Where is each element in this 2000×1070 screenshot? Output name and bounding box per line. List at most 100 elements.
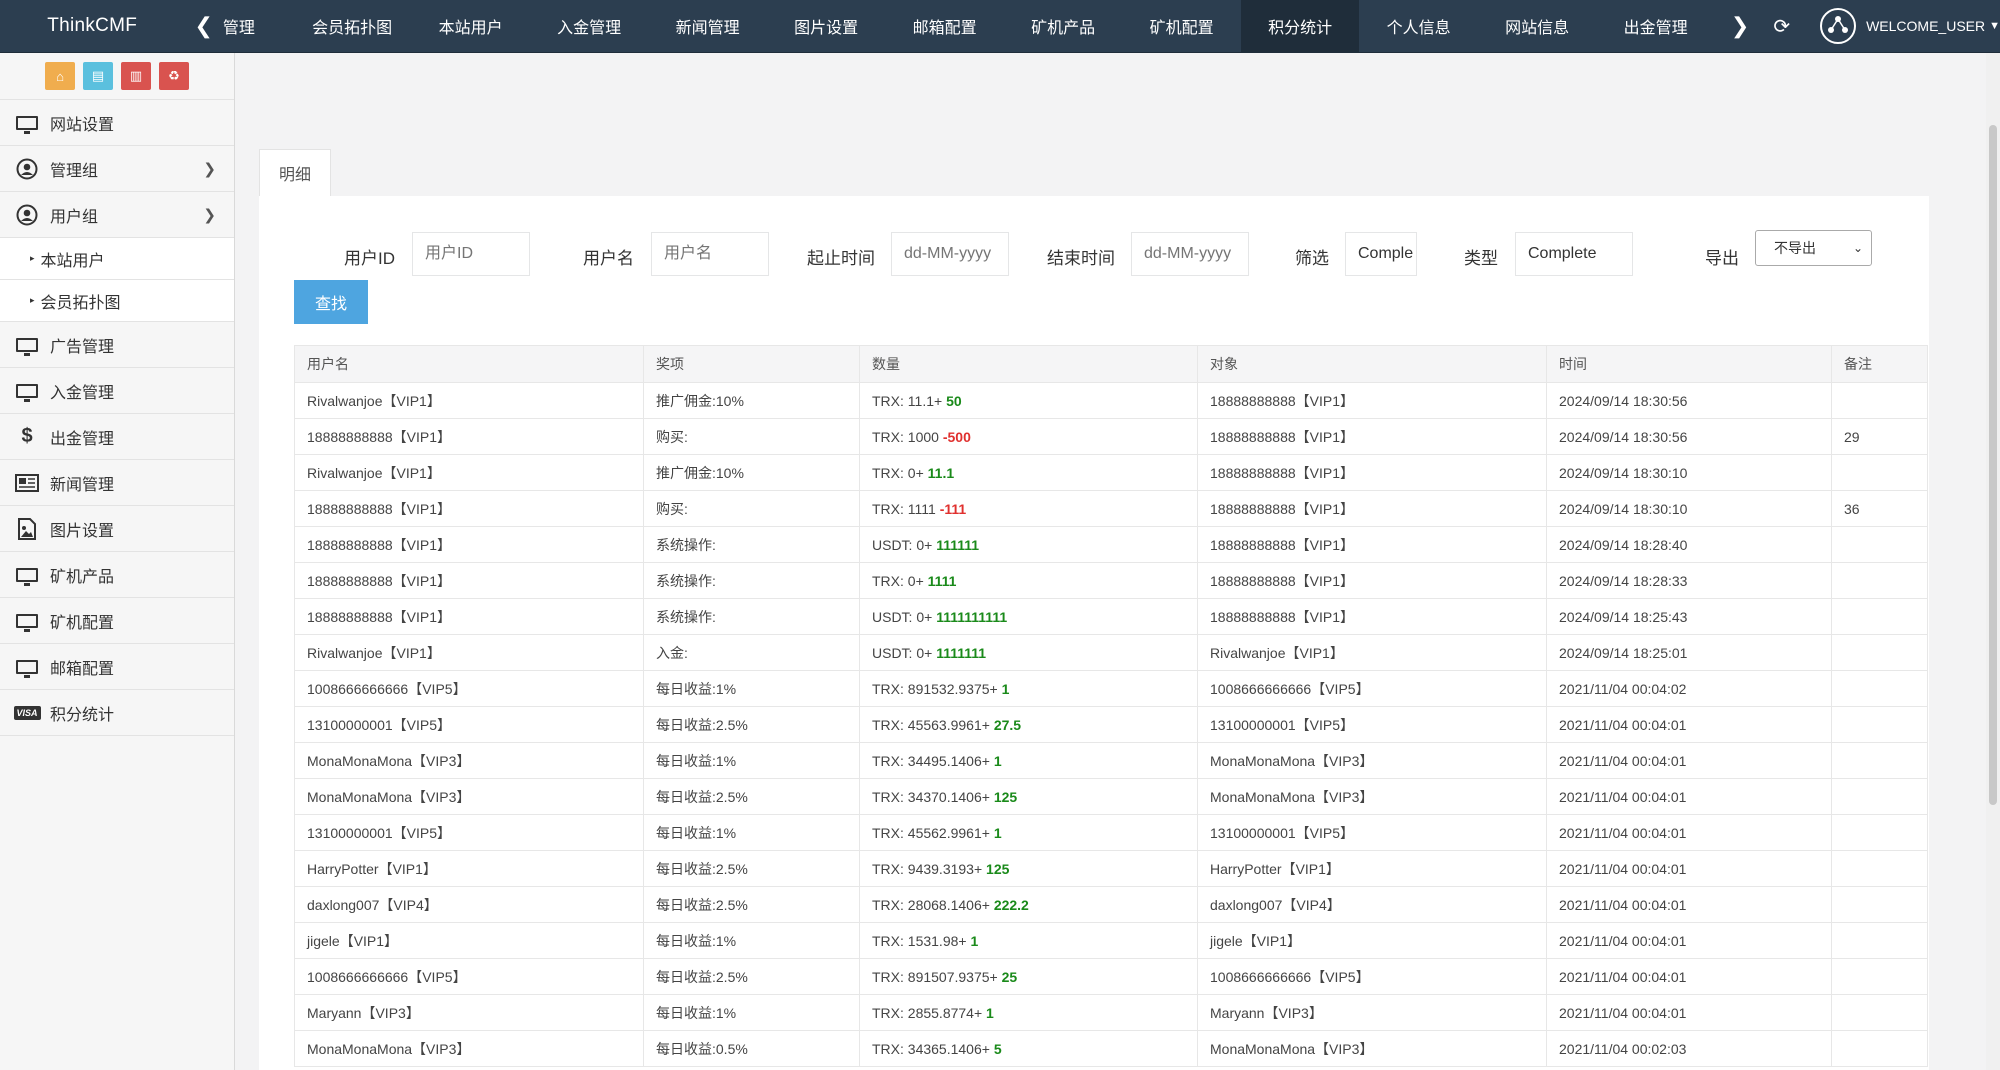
file-icon[interactable]: ▤ xyxy=(83,62,113,90)
cell-time: 2024/09/14 18:30:56 xyxy=(1546,418,1832,455)
nav-scroll-left-icon[interactable]: ❮ xyxy=(194,13,213,38)
table-header-row: 用户名 奖项 数量 对象 时间 备注 xyxy=(294,345,1928,383)
trash-icon[interactable]: ▥ xyxy=(121,62,151,90)
amount-delta: 1 xyxy=(1001,680,1010,697)
type-input[interactable] xyxy=(1515,232,1633,276)
sidebar-item[interactable]: 广告管理 xyxy=(0,322,234,368)
amount-base: TRX: 2855.8774+ xyxy=(872,1004,983,1021)
start-time-label: 起止时间 xyxy=(807,249,875,268)
scrollbar-thumb[interactable] xyxy=(1989,125,1997,805)
dollar-icon: $ xyxy=(21,425,33,447)
sidebar-item[interactable]: 邮箱配置 xyxy=(0,644,234,690)
cell-target: 18888888888【VIP1】 xyxy=(1197,526,1547,563)
amount-base: TRX: 28068.1406+ xyxy=(872,896,990,913)
type-label: 类型 xyxy=(1464,249,1498,268)
start-date-input[interactable] xyxy=(891,232,1009,276)
nav-tab-points[interactable]: 积分统计 xyxy=(1240,0,1360,53)
table-row: MonaMonaMona【VIP3】 每日收益:2.5% TRX: 34370.14… xyxy=(294,778,1928,815)
cell-amount: TRX: 0+ 11.1 xyxy=(859,454,1198,491)
table-row: 1008666666666【VIP5】 每日收益:1% TRX: 891532.93… xyxy=(294,670,1928,707)
username-input[interactable] xyxy=(651,232,769,276)
cell-note xyxy=(1831,526,1928,563)
sidebar-subitem[interactable]: ▸ 会员拓扑图 xyxy=(0,280,234,322)
export-select[interactable]: 不导出 ⌄ xyxy=(1755,230,1872,266)
nav-tab-profile[interactable]: 个人信息 xyxy=(1386,20,1451,37)
end-date-input[interactable] xyxy=(1131,232,1249,276)
sidebar-item-label: 矿机配置 xyxy=(50,614,115,632)
amount-delta: 1 xyxy=(970,932,979,949)
table-row: Maryann【VIP3】 每日收益:1% TRX: 2855.8774+ 1 Mar… xyxy=(294,994,1928,1031)
cell-amount: TRX: 45563.9961+ 27.5 xyxy=(859,706,1198,743)
cell-award: 每日收益:1% xyxy=(643,994,860,1031)
filter-input[interactable] xyxy=(1345,232,1417,276)
table-row: 18888888888【VIP1】 系统操作: TRX: 0+ 1111 188888… xyxy=(294,562,1928,599)
chevron-right-icon: ❯ xyxy=(203,160,216,178)
cell-amount: TRX: 9439.3193+ 125 xyxy=(859,850,1198,887)
brand-logo[interactable]: ThinkCMF xyxy=(47,15,138,36)
sidebar-item[interactable]: $ 出金管理 xyxy=(0,414,234,460)
sidebar-item[interactable]: 图片设置 xyxy=(0,506,234,552)
sidebar-item[interactable]: 矿机配置 xyxy=(0,598,234,644)
amount-delta: 50 xyxy=(946,392,962,409)
nav-tab-site-info[interactable]: 网站信息 xyxy=(1505,20,1570,37)
tab-detail[interactable]: 明细 xyxy=(259,149,331,196)
cell-user: daxlong007【VIP4】 xyxy=(294,886,644,923)
nav-tab-users[interactable]: 本站用户 xyxy=(438,20,503,37)
search-button[interactable]: 查找 xyxy=(294,280,368,324)
nav-tab-topology[interactable]: 会员拓扑图 xyxy=(312,20,393,37)
cell-time: 2024/09/14 18:30:56 xyxy=(1546,382,1832,419)
nav-tab-news[interactable]: 新闻管理 xyxy=(675,20,740,37)
cell-amount: TRX: 34495.1406+ 1 xyxy=(859,742,1198,779)
cell-note xyxy=(1831,994,1928,1031)
sidebar-item[interactable]: VISA 积分统计 xyxy=(0,690,234,736)
amount-base: TRX: 9439.3193+ xyxy=(872,860,983,877)
table-row: 18888888888【VIP1】 购买: TRX: 1111 -111 188888… xyxy=(294,490,1928,527)
nav-tab-miner-config[interactable]: 矿机配置 xyxy=(1149,20,1214,37)
nav-tab-mail[interactable]: 邮箱配置 xyxy=(912,20,977,37)
cell-time: 2021/11/04 00:02:03 xyxy=(1546,1030,1832,1067)
amount-base: USDT: 0+ xyxy=(872,536,933,553)
end-time-label: 结束时间 xyxy=(1047,249,1115,268)
cell-note xyxy=(1831,922,1928,959)
cell-award: 每日收益:2.5% xyxy=(643,850,860,887)
nav-tab-deposit[interactable]: 入金管理 xyxy=(557,20,622,37)
sidebar: ⌂ ▤ ▥ ♻ 网站设置 管理组 ❯ 用户组 ❯ ▸ 本站用户 ▸ 会员拓扑图 广告管理入金管理 $ 出金管… xyxy=(0,53,235,1070)
top-navbar: ThinkCMF ❮ 管理 会员拓扑图 本站用户 入金管理 新闻管理 图片设置 邮箱配置 矿机… xyxy=(0,0,2000,53)
amount-delta: 5 xyxy=(993,1040,1002,1057)
user-menu[interactable]: WELCOME_USER ▼ xyxy=(1820,8,2000,44)
sidebar-item[interactable]: 新闻管理 xyxy=(0,460,234,506)
sidebar-menu: 网站设置 管理组 ❯ 用户组 ❯ ▸ 本站用户 ▸ 会员拓扑图 广告管理入金管理 $ 出金管理 新闻管理… xyxy=(0,100,234,736)
cell-user: MonaMonaMona【VIP3】 xyxy=(294,742,644,779)
cell-note xyxy=(1831,454,1928,491)
home-icon[interactable]: ⌂ xyxy=(45,62,75,90)
page-scrollbar[interactable] xyxy=(1986,53,2000,1070)
cell-amount: USDT: 0+ 1111111 xyxy=(859,634,1198,671)
table-row: 13100000001【VIP5】 每日收益:1% TRX: 45562.9961+… xyxy=(294,814,1928,851)
sidebar-item[interactable]: 用户组 ❯ xyxy=(0,192,234,238)
sidebar-item[interactable]: 入金管理 xyxy=(0,368,234,414)
cell-user: 18888888888【VIP1】 xyxy=(294,526,644,563)
nav-tab-manage[interactable]: 管理 xyxy=(222,20,255,37)
cell-target: MonaMonaMona【VIP3】 xyxy=(1197,1030,1547,1067)
cell-amount: USDT: 0+ 111111 xyxy=(859,526,1198,563)
amount-base: TRX: 34365.1406+ xyxy=(872,1040,990,1057)
cell-award: 推广佣金:10% xyxy=(643,382,860,419)
nav-scroll-right-icon[interactable]: ❯ xyxy=(1730,13,1750,38)
cell-award: 每日收益:0.5% xyxy=(643,1030,860,1067)
sidebar-item-label: 入金管理 xyxy=(50,384,115,402)
sidebar-subitem[interactable]: ▸ 本站用户 xyxy=(0,238,234,280)
sidebar-item[interactable]: 管理组 ❯ xyxy=(0,146,234,192)
recycle-icon[interactable]: ♻ xyxy=(159,62,189,90)
sidebar-item[interactable]: 矿机产品 xyxy=(0,552,234,598)
table-row: jigele【VIP1】 每日收益:1% TRX: 1531.98+ 1 jigele… xyxy=(294,922,1928,959)
cell-time: 2021/11/04 00:04:01 xyxy=(1546,850,1832,887)
monitor-icon xyxy=(14,611,40,632)
sidebar-item[interactable]: 网站设置 xyxy=(0,100,234,146)
refresh-icon[interactable]: ⟳ xyxy=(1773,15,1791,38)
nav-tab-miner-products[interactable]: 矿机产品 xyxy=(1031,20,1096,37)
user-id-input[interactable] xyxy=(412,232,530,276)
table-row: 1008666666666【VIP5】 每日收益:2.5% TRX: 891507.… xyxy=(294,958,1928,995)
chevron-down-icon: ⌄ xyxy=(1852,241,1863,255)
nav-tab-withdraw[interactable]: 出金管理 xyxy=(1623,20,1688,37)
nav-tab-images[interactable]: 图片设置 xyxy=(794,20,859,37)
